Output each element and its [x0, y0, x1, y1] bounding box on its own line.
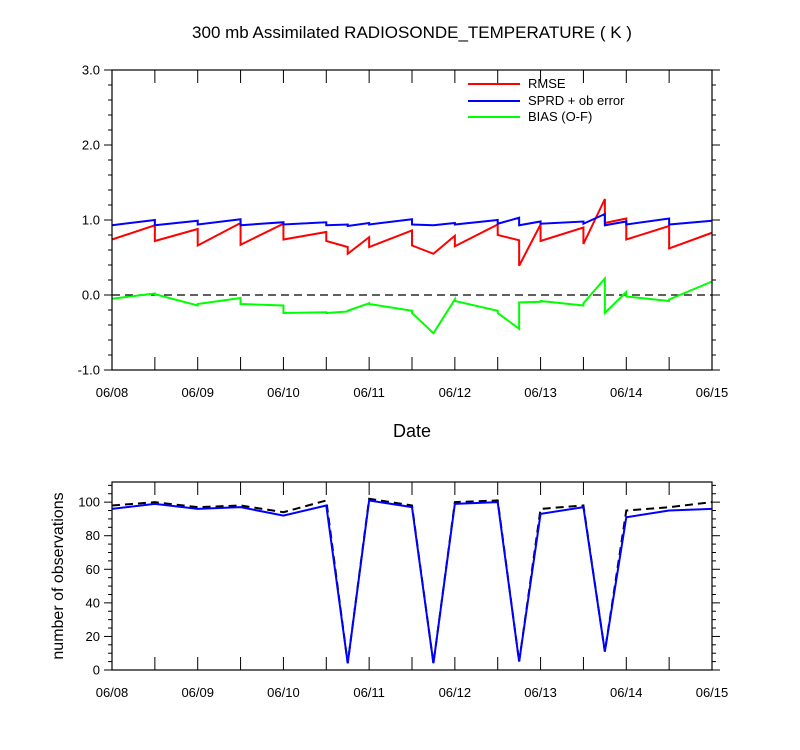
top-y-tick-label: 1.0	[82, 213, 100, 228]
bottom-x-tick-label: 06/09	[181, 685, 214, 700]
top-x-tick-label: 06/11	[353, 385, 385, 400]
legend-label-sprd: SPRD + ob error	[528, 93, 625, 108]
top-x-tick-label: 06/09	[181, 385, 214, 400]
x-axis-label: Date	[393, 421, 431, 441]
legend-label-bias: BIAS (O-F)	[528, 109, 592, 124]
bottom-series-line-1	[111, 499, 713, 664]
top-series-line-2	[111, 275, 713, 335]
legend: RMSE SPRD + ob error BIAS (O-F)	[468, 76, 625, 124]
top-y-tick-label: -1.0	[78, 363, 100, 378]
bottom-x-tick-label: 06/10	[267, 685, 300, 700]
top-x-tick-label: 06/08	[96, 385, 129, 400]
top-panel-ticks: 06/08 06/09 06/10 06/11 06/12 06/13 06/14 06/15…	[78, 63, 729, 401]
bottom-y-tick-label: 20	[86, 629, 100, 644]
bottom-y-tick-label: 100	[78, 495, 100, 510]
bottom-series-line-0	[111, 497, 713, 664]
bottom-x-tick-label: 06/12	[439, 685, 472, 700]
bottom-y-tick-label: 60	[86, 562, 100, 577]
bottom-panel-marks	[111, 497, 713, 664]
top-y-tick-label: 0.0	[82, 288, 100, 303]
bottom-x-tick-label: 06/13	[524, 685, 557, 700]
top-x-tick-label: 06/14	[610, 385, 643, 400]
top-panel-marks	[111, 198, 713, 335]
bottom-x-tick-label: 06/14	[610, 685, 643, 700]
bottom-x-tick-label: 06/08	[96, 685, 129, 700]
top-x-tick-label: 06/15	[696, 385, 729, 400]
bottom-y-tick-label: 80	[86, 528, 100, 543]
bottom-y-tick-label: 0	[93, 663, 100, 678]
top-x-tick-label: 06/13	[524, 385, 557, 400]
chart-title: 300 mb Assimilated RADIOSONDE_TEMPERATUR…	[192, 23, 632, 42]
top-series-line-1	[111, 212, 713, 228]
legend-label-rmse: RMSE	[528, 76, 566, 91]
bottom-x-tick-label: 06/15	[696, 685, 729, 700]
bottom-x-tick-label: 06/11	[353, 685, 385, 700]
top-x-tick-label: 06/10	[267, 385, 300, 400]
bottom-panel-ticks: 06/08 06/09 06/10 06/11 06/12 06/13 06/14 06/15…	[78, 482, 728, 700]
top-x-tick-label: 06/12	[439, 385, 472, 400]
top-y-tick-label: 3.0	[82, 63, 100, 78]
top-y-tick-label: 2.0	[82, 138, 100, 153]
bottom-y-tick-label: 40	[86, 595, 100, 610]
top-series-line-0	[111, 198, 713, 267]
y-axis-label-observations: number of observations	[50, 492, 67, 659]
